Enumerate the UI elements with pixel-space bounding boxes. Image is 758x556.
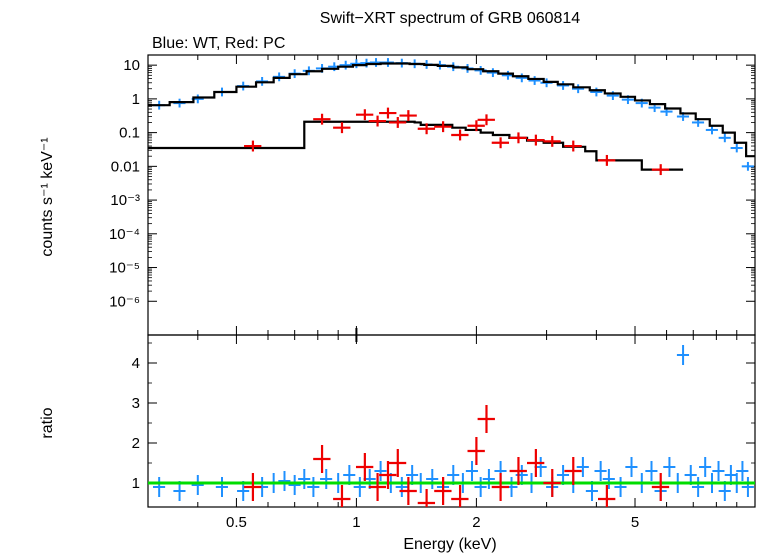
x-axis-label: Energy (keV) <box>403 536 496 553</box>
top-y-tick-label: 10⁻³ <box>110 192 140 209</box>
spectrum-panel: 10 1 0.1 0.01 10⁻³ 10⁻⁴ 10⁻⁵ 10⁻⁶ <box>109 54 756 336</box>
pc-model-line <box>148 120 684 171</box>
top-y-tick-label: 10 <box>123 57 140 74</box>
bottom-y-tick-label: 4 <box>132 355 140 372</box>
top-y-tick-label: 10⁻⁶ <box>109 293 140 310</box>
x-tick-label: 2 <box>472 514 480 531</box>
ratio-panel: 1 2 3 4 0.5 1 2 5 <box>132 328 756 531</box>
bottom-frame <box>147 334 756 508</box>
top-y-tick-label: 10⁻⁵ <box>109 260 140 277</box>
top-y-tick-label: 10⁻⁴ <box>109 226 140 243</box>
bottom-y-tick-label: 1 <box>132 475 140 492</box>
chart-subtitle: Blue: WT, Red: PC <box>152 35 285 52</box>
x-tick-label: 0.5 <box>226 514 247 531</box>
bottom-y-tick-label: 3 <box>132 395 140 412</box>
bottom-data <box>148 345 755 507</box>
top-frame <box>147 54 756 336</box>
top-y-axis-label: counts s⁻¹ keV⁻¹ <box>39 137 56 256</box>
bottom-y-axis-label: ratio <box>39 407 56 438</box>
chart-title: Swift−XRT spectrum of GRB 060814 <box>320 10 581 27</box>
wt-model-line <box>148 62 755 158</box>
x-tick-label: 5 <box>631 514 639 531</box>
x-tick-label: 1 <box>352 514 360 531</box>
top-y-tick-label: 0.1 <box>119 125 140 142</box>
top-y-tick-label: 0.01 <box>111 158 140 175</box>
top-y-tick-label: 1 <box>132 91 140 108</box>
bottom-y-tick-label: 2 <box>132 435 140 452</box>
top-data <box>148 58 755 176</box>
